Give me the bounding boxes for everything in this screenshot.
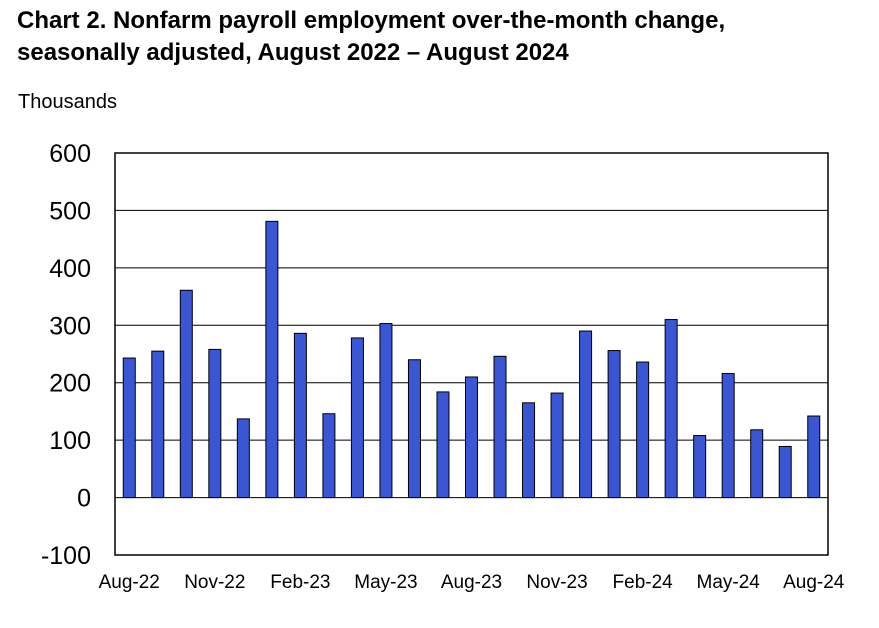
plot-frame [114, 152, 829, 556]
x-tick-label: Feb-24 [613, 572, 674, 593]
y-tick-label: -100 [41, 542, 91, 570]
chart-title-line-2: seasonally adjusted, August 2022 – Augus… [17, 39, 569, 66]
bar-Jan-23 [265, 220, 279, 499]
bar-Nov-23 [550, 392, 564, 499]
bar-Jun-24 [750, 429, 764, 499]
bar-Oct-23 [522, 402, 536, 499]
bar-Aug-23 [465, 376, 478, 499]
bar-May-23 [379, 323, 393, 499]
bar-Dec-23 [579, 330, 593, 499]
bar-Feb-24 [636, 361, 650, 499]
x-tick-label: Aug-23 [441, 572, 502, 593]
y-tick-labels: -100 0 100 200 300 400 500 600 [41, 140, 91, 570]
bar-Sep-22 [151, 350, 165, 499]
y-tick-label: 0 [77, 485, 91, 513]
bar-Nov-22 [208, 348, 222, 499]
bar-Mar-23 [322, 413, 336, 499]
bar-May-24 [721, 373, 735, 499]
y-tick-label: 300 [49, 312, 91, 340]
bar-Jul-23 [436, 391, 450, 499]
x-tick-label: Aug-24 [783, 572, 845, 593]
bar-Aug-24 [807, 415, 821, 499]
x-tick-label: May-23 [354, 572, 417, 593]
bar-Oct-22 [179, 289, 193, 499]
chart-title: Chart 2. Nonfarm payroll employment over… [17, 5, 867, 69]
bar-Aug-22 [122, 357, 136, 499]
x-tick-label: Nov-23 [526, 572, 587, 593]
y-tick-label: 600 [49, 140, 91, 168]
x-tick-label: May-24 [697, 572, 761, 593]
bar-Jun-23 [407, 359, 421, 499]
bar-Feb-23 [293, 332, 307, 499]
bar-Jul-24 [778, 445, 792, 499]
y-tick-label: 400 [49, 255, 91, 283]
x-tick-label: Feb-23 [270, 572, 330, 593]
y-tick-label: 100 [49, 427, 91, 455]
x-tick-label: Aug-22 [99, 572, 160, 593]
x-tick-labels: Aug-22 Nov-22 Feb-23 May-23 Aug-23 Nov-23 Feb-… [99, 572, 845, 593]
bar-Dec-22 [236, 418, 250, 499]
y-axis-unit-label: Thousands [18, 91, 117, 113]
bar-Apr-23 [350, 337, 364, 499]
bar-Mar-24 [664, 319, 678, 499]
bar-Apr-24 [693, 435, 707, 499]
chart-title-line-1: Chart 2. Nonfarm payroll employment over… [17, 7, 726, 34]
bars [122, 220, 821, 499]
bar-Sep-23 [493, 355, 507, 499]
x-tick-label: Nov-22 [184, 572, 245, 593]
y-tick-label: 500 [49, 197, 91, 225]
y-tick-label: 200 [49, 370, 91, 398]
bar-Jan-24 [607, 350, 621, 499]
